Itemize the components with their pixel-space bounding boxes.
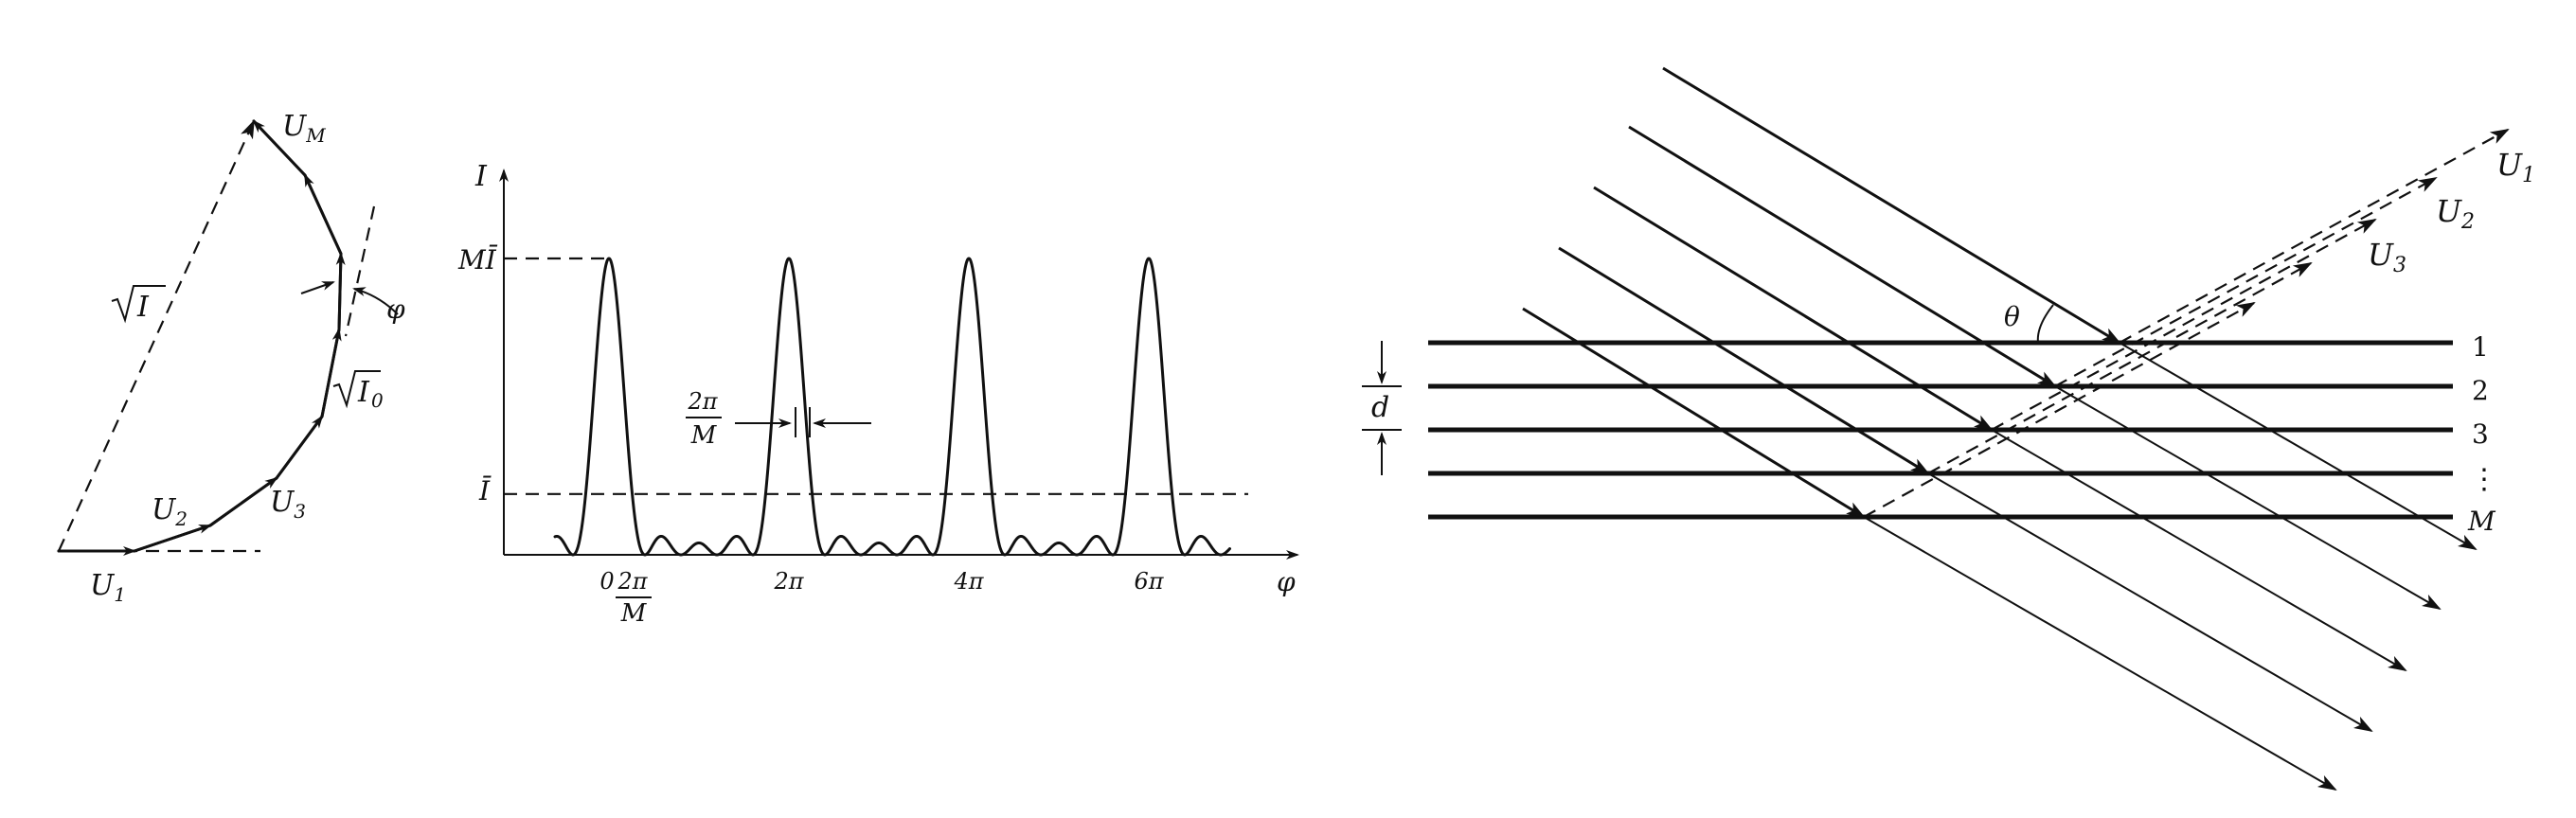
- incident-rays: [1522, 66, 2121, 519]
- svg-text:M: M: [620, 599, 648, 628]
- phi-arrow-left: [300, 281, 335, 294]
- plate-label-3: 3: [2472, 418, 2489, 450]
- label-sqrt-i: I: [111, 285, 166, 324]
- phasor-u2-arrow: [133, 524, 212, 553]
- multilayer-reflection: 1 2 3 ⋮ M θ: [1362, 66, 2535, 791]
- plate-label-1: 1: [2472, 331, 2489, 363]
- plate-label-m: M: [2467, 506, 2496, 537]
- phasor-diagram: UM U1 U2 U3 I I 0 φ: [57, 110, 405, 606]
- phi-extension-line: [344, 205, 376, 337]
- phasor-u6-arrow: [335, 252, 346, 331]
- svg-text:M: M: [690, 421, 718, 450]
- y-label-max: MĪ: [457, 244, 498, 276]
- phasor-um-arrow: [252, 119, 307, 177]
- transmitted-rays: [1863, 342, 2478, 791]
- label-d: d: [1371, 391, 1389, 424]
- svg-text:2π: 2π: [617, 568, 648, 595]
- label-phi: φ: [386, 293, 405, 325]
- svg-text:I: I: [136, 291, 150, 324]
- label-theta: θ: [2004, 301, 2020, 332]
- label-u1: U1: [90, 569, 126, 606]
- label-sqrt-i0: I 0: [332, 370, 384, 412]
- label-refl-u2: U2: [2436, 193, 2475, 234]
- label-um: UM: [282, 110, 326, 147]
- phasor-u4-arrow: [275, 415, 324, 480]
- plate-label-2: 2: [2472, 375, 2489, 406]
- x-tick-label: 4π: [953, 568, 984, 595]
- x-tick-label: 0: [599, 568, 614, 595]
- peak-width-annotation: 2π M: [686, 388, 871, 450]
- phasor-u5-arrow: [320, 328, 342, 418]
- plate-label-dots: ⋮: [2470, 463, 2498, 496]
- x-axis-label: φ: [1277, 566, 1296, 597]
- svg-text:I: I: [357, 376, 370, 409]
- phi-arrow-right: [352, 287, 399, 315]
- x-tick-label: 6π: [1134, 568, 1164, 595]
- reflected-rays: [1863, 129, 2510, 518]
- y-label-mean: Ī: [478, 475, 492, 507]
- phasor-u3-arrow: [208, 476, 278, 527]
- svg-text:2π: 2π: [687, 388, 718, 415]
- intensity-plot: I φ MĪ Ī 0 2π 4π 6π 2π M 2π M: [457, 160, 1299, 628]
- phasor-chain: [57, 119, 343, 553]
- label-u2: U2: [152, 493, 188, 530]
- x-tick-labels: 0 2π 4π 6π: [599, 568, 1164, 595]
- intensity-curve: [553, 257, 1231, 557]
- phasor-u7-arrow: [303, 173, 343, 256]
- theta-arc: [2036, 304, 2054, 344]
- label-refl-u3: U3: [2368, 237, 2406, 277]
- label-u3: U3: [270, 486, 306, 523]
- y-axis-label: I: [474, 160, 488, 193]
- tick-fraction-2pi-over-m: 2π M: [616, 568, 652, 628]
- spacing-indicator: d: [1362, 341, 1402, 475]
- label-refl-u1: U1: [2496, 147, 2535, 187]
- phasor-resultant: [57, 119, 256, 552]
- svg-text:0: 0: [371, 389, 384, 412]
- x-tick-label: 2π: [773, 568, 804, 595]
